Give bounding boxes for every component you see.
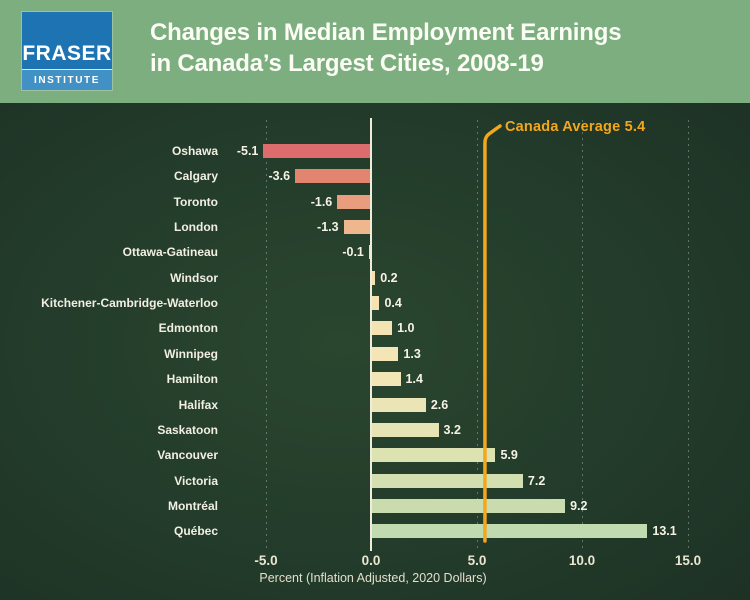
value-label: 13.1 [652, 524, 677, 539]
city-label: London [174, 220, 218, 235]
bar [371, 372, 401, 387]
value-label: 0.4 [384, 296, 402, 311]
gridline [477, 120, 478, 549]
city-label: Saskatoon [157, 422, 218, 437]
x-axis-label: Percent (Inflation Adjusted, 2020 Dollar… [259, 571, 487, 585]
bar [371, 346, 399, 361]
city-label: Kitchener-Cambridge-Waterloo [41, 296, 218, 311]
value-label: -1.3 [317, 220, 339, 235]
value-label: 7.2 [527, 473, 546, 488]
gridline [266, 120, 267, 549]
value-label: 1.4 [405, 372, 423, 387]
logo-institute-text: INSTITUTE [22, 70, 112, 90]
header-banner: FRASER INSTITUTE Changes in Median Emplo… [0, 0, 750, 103]
city-label: Montréal [167, 498, 218, 513]
bar-chart-area: Canada Average 5.4 Percent (Inflation Ad… [0, 103, 750, 600]
x-tick-label: 5.0 [467, 553, 487, 568]
fraser-institute-logo: FRASER INSTITUTE [22, 12, 112, 90]
zero-axis-line [370, 118, 372, 551]
chart-title: Changes in Median Employment Earnings in… [150, 17, 622, 79]
x-tick-label: 0.0 [361, 553, 381, 568]
canada-average-line [483, 124, 502, 543]
value-label: 3.2 [443, 422, 461, 437]
value-label: -5.1 [236, 144, 259, 158]
bar [343, 220, 371, 235]
city-label: Winnipeg [164, 346, 218, 361]
bar [371, 270, 376, 285]
value-label: 9.2 [570, 498, 588, 513]
gridline [582, 120, 583, 549]
bar [371, 321, 393, 336]
bar [371, 397, 426, 412]
value-label: -0.1 [342, 245, 364, 260]
value-label: 1.0 [397, 321, 415, 336]
x-tick-label: 10.0 [568, 553, 596, 568]
value-label: 2.6 [430, 397, 449, 412]
chart-title-line1: Changes in Median Employment Earnings [150, 19, 622, 46]
gridline [688, 120, 689, 549]
value-label: -3.6 [268, 169, 291, 184]
city-label: Halifax [178, 397, 218, 412]
bar [371, 448, 496, 463]
city-label: Ottawa-Gatineau [122, 245, 218, 260]
city-label: Victoria [174, 473, 218, 488]
value-label: 0.2 [380, 270, 398, 285]
city-label: Windsor [170, 270, 218, 285]
chart-title-line2: in Canada’s Largest Cities, 2008-19 [150, 50, 544, 77]
bar [295, 169, 371, 184]
bar [371, 498, 566, 513]
bar [337, 194, 371, 209]
value-label: 5.9 [500, 448, 518, 463]
city-label: Calgary [173, 169, 218, 184]
city-label: Oshawa [171, 144, 218, 158]
bar [371, 524, 648, 539]
bar [371, 422, 439, 437]
canada-average-annotation: Canada Average 5.4 [505, 119, 646, 135]
city-label: Hamilton [166, 372, 218, 387]
x-tick-label: 15.0 [674, 553, 702, 568]
city-label: Vancouver [157, 448, 218, 463]
x-tick-label: -5.0 [254, 553, 278, 568]
value-label: -1.6 [310, 194, 333, 209]
bar [368, 245, 371, 260]
city-label: Edmonton [158, 321, 218, 336]
bar [371, 296, 380, 311]
bar [263, 144, 371, 158]
value-label: 1.3 [403, 346, 421, 361]
city-label: Toronto [173, 194, 218, 209]
city-label: Québec [173, 524, 218, 539]
logo-fraser-text: FRASER [22, 12, 112, 70]
